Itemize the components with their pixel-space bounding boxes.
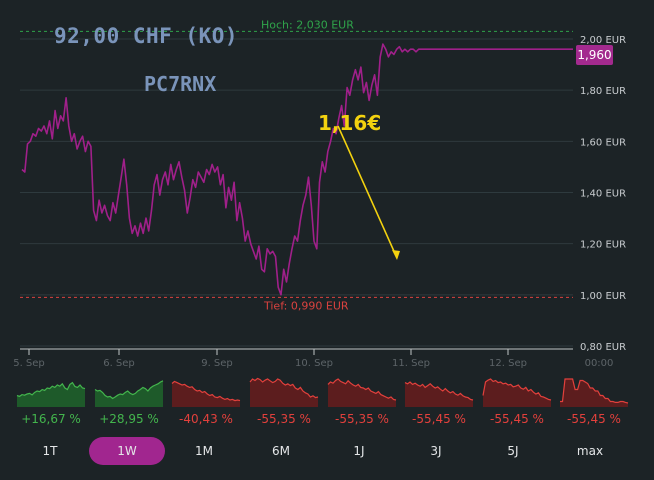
mini-chart[interactable]: -55,45 %: [403, 374, 475, 426]
mini-chart[interactable]: +28,95 %: [93, 374, 165, 426]
mini-chart-graph: [327, 378, 397, 407]
mini-chart-change: -55,35 %: [257, 412, 311, 426]
mini-chart-graph: [404, 381, 474, 407]
mini-chart[interactable]: -55,45 %: [481, 374, 553, 426]
mini-chart-change: -55,35 %: [335, 412, 389, 426]
mini-chart-line: [94, 380, 164, 400]
mini-chart[interactable]: -40,43 %: [170, 374, 242, 426]
annotation-arrowhead: [392, 250, 400, 260]
range-tab-1m[interactable]: 1M: [195, 444, 213, 458]
instrument-code: PC7RNX: [144, 72, 217, 96]
y-tick-label: 1,00 EUR: [580, 291, 626, 302]
price-annotation: 1,16€: [318, 111, 382, 135]
series-group: [21, 43, 573, 296]
x-tick-label: 12. Sep: [489, 358, 527, 369]
y-tick-label: 1,60 EUR: [580, 137, 626, 148]
range-tab-1j[interactable]: 1J: [353, 444, 365, 458]
y-axis-ticks: 2,00 EUR 1,80 EUR 1,60 EUR 1,40 EUR 1,20 EUR…: [580, 35, 626, 353]
y-tick-label: 0,80 EUR: [580, 342, 626, 353]
mini-chart[interactable]: -55,35 %: [248, 374, 320, 426]
mini-chart[interactable]: -55,35 %: [326, 374, 398, 426]
range-tab-max[interactable]: max: [576, 444, 604, 458]
mini-chart[interactable]: +16,67 %: [15, 374, 87, 426]
mini-chart-graph: [249, 377, 319, 407]
mini-chart-line: [404, 381, 474, 401]
mini-chart-line: [327, 378, 397, 401]
range-tab-3j[interactable]: 3J: [430, 444, 442, 458]
time-range-tabs: 1T 1W 1M 6M 1J 3J 5J max: [0, 437, 654, 467]
range-tab-1w[interactable]: 1W: [89, 437, 165, 465]
y-tick-label: 1,80 EUR: [580, 86, 626, 97]
mini-chart-area: [483, 379, 551, 407]
mini-chart-area: [250, 378, 318, 407]
mini-chart-graph: [16, 381, 86, 407]
high-label: Hoch: 2,030 EUR: [261, 18, 354, 31]
mini-chart-graph: [560, 378, 629, 407]
mini-chart-change: -55,45 %: [490, 412, 544, 426]
mini-chart-line: [16, 381, 86, 398]
mini-chart-change: -55,45 %: [567, 412, 621, 426]
mini-chart-area: [560, 379, 628, 407]
page-title: 92,00 CHF (KO): [54, 24, 239, 48]
mini-chart-graph: [94, 380, 164, 407]
price-series-line: [21, 43, 573, 296]
range-tab-1t[interactable]: 1T: [42, 444, 58, 458]
x-axis: 5. Sep 6. Sep 9. Sep 10. Sep 11. Sep 12. Sep 0…: [13, 348, 614, 369]
annotation-arrow: [337, 125, 398, 259]
mini-chart-line: [482, 378, 552, 401]
mini-chart-area: [95, 380, 163, 407]
mini-chart-change: +16,67 %: [21, 412, 81, 426]
y-tick-label: 1,40 EUR: [580, 189, 626, 200]
mini-chart-change: -55,45 %: [412, 412, 466, 426]
x-tick-label: 00:00: [585, 358, 614, 369]
x-tick-label: 9. Sep: [201, 358, 233, 369]
mini-chart-graph: [482, 378, 552, 407]
mini-chart-change: +28,95 %: [99, 412, 159, 426]
x-tick-label: 11. Sep: [392, 358, 430, 369]
y-tick-label: 2,00 EUR: [580, 35, 626, 46]
mini-chart-line: [560, 378, 629, 404]
x-tick-label: 5. Sep: [13, 358, 45, 369]
reference-lines: Hoch: 2,030 EUR Tief: 0,990 EUR: [20, 18, 573, 312]
last-price-badge: 1,960: [576, 45, 613, 65]
x-tick-label: 6. Sep: [103, 358, 135, 369]
price-chart: Hoch: 2,030 EUR Tief: 0,990 EUR 5. Sep 6. …: [13, 18, 626, 369]
mini-chart-area: [172, 381, 240, 407]
mini-chart-line: [171, 380, 241, 402]
y-tick-label: 1,20 EUR: [580, 240, 626, 251]
x-tick-label: 10. Sep: [295, 358, 333, 369]
mini-chart-graph: [171, 380, 241, 407]
mini-chart-change: -40,43 %: [179, 412, 233, 426]
mini-chart[interactable]: -55,45 %: [558, 374, 630, 426]
mini-chart-area: [328, 379, 396, 407]
range-tab-6m[interactable]: 6M: [272, 444, 290, 458]
low-label: Tief: 0,990 EUR: [263, 299, 349, 312]
chart-grid: [20, 38, 573, 347]
mini-chart-area: [405, 382, 473, 407]
mini-charts-row: +16,67 % +28,95 % -40,43 % -55,35 % -55,35 %…: [0, 374, 654, 430]
range-tab-5j[interactable]: 5J: [507, 444, 519, 458]
mini-chart-line: [249, 377, 319, 399]
